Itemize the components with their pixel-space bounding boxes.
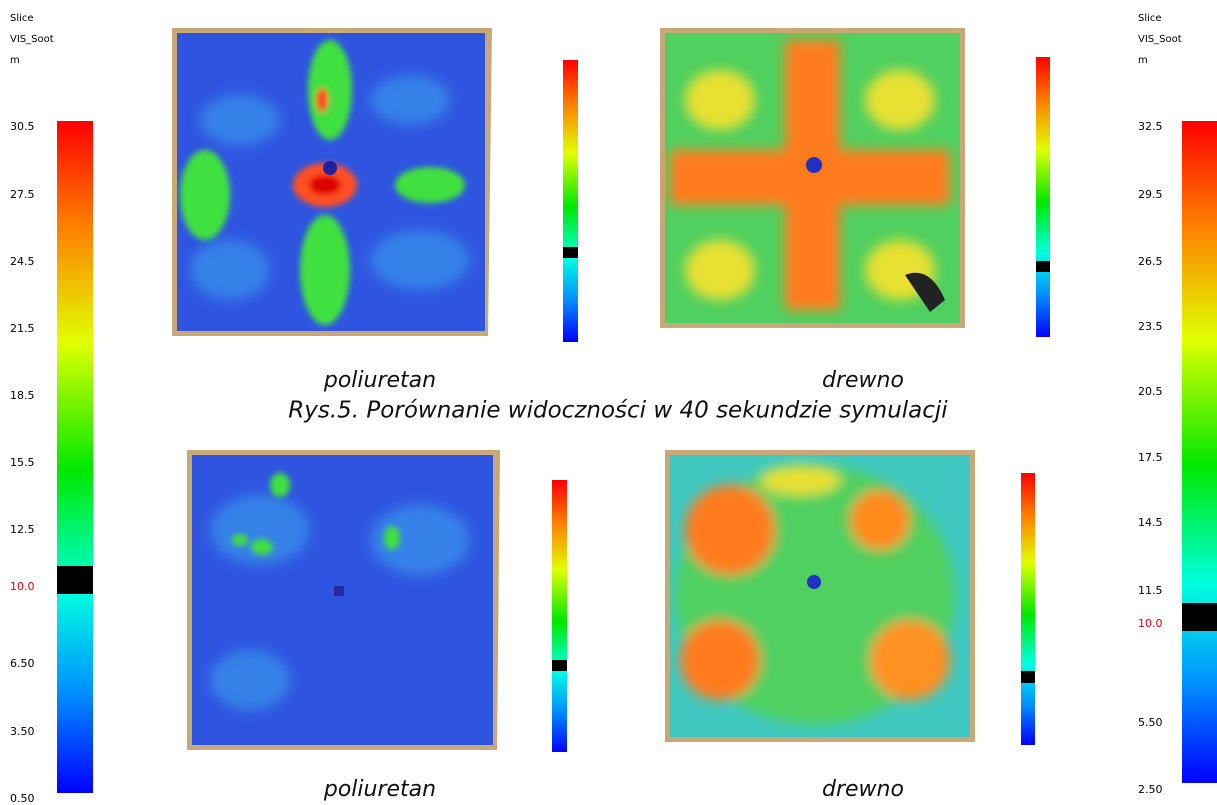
tick-label: 30.5 — [10, 120, 35, 133]
tick-label: 12.5 — [10, 523, 35, 536]
tick-label: 14.5 — [1138, 516, 1163, 529]
panel-label: poliuretan — [323, 777, 436, 802]
simulation-image — [172, 28, 492, 336]
legend-title: Slice — [1138, 13, 1162, 24]
panel-label: poliuretan — [323, 368, 436, 393]
legend-quantity: VIS_Soot — [10, 34, 54, 45]
tick-label: 6.50 — [10, 657, 35, 670]
figure-caption: Rys.5. Porównanie widoczności w 40 sekun… — [288, 398, 948, 424]
legend-unit: m — [10, 55, 20, 66]
colorbar-band — [57, 566, 93, 594]
simulation-image — [660, 28, 965, 328]
tick-label: 11.5 — [1138, 584, 1163, 597]
tick-label: 29.5 — [1138, 188, 1163, 201]
tick-label: 5.50 — [1138, 716, 1163, 729]
tick-label: 21.5 — [10, 322, 35, 335]
legend-title: Slice — [10, 13, 34, 24]
tick-label: 10.0 — [1138, 617, 1163, 630]
tick-label: 15.5 — [10, 456, 35, 469]
tick-label: 3.50 — [10, 725, 35, 738]
simulation-image — [187, 450, 500, 750]
tick-label: 18.5 — [10, 389, 35, 402]
simulation-image — [665, 450, 975, 742]
colorbar-band — [1182, 603, 1217, 631]
tick-label: 20.5 — [1138, 385, 1163, 398]
page: {"legend_left": {"title": "Slice", "quan… — [0, 0, 1217, 805]
panel-label: drewno — [822, 368, 904, 393]
legend-unit: m — [1138, 55, 1148, 66]
tick-label: 0.50 — [10, 792, 35, 805]
colorbar — [57, 121, 93, 793]
tick-label: 32.5 — [1138, 120, 1163, 133]
legend-quantity: VIS_Soot — [1138, 34, 1182, 45]
tick-label: 10.0 — [10, 580, 35, 593]
colorbar — [1182, 121, 1217, 783]
tick-label: 26.5 — [1138, 255, 1163, 268]
panel-label: drewno — [822, 777, 904, 802]
figure: Slice VIS_Soot m Slice VIS_Soot m poliur… — [0, 0, 1217, 805]
tick-label: 24.5 — [10, 255, 35, 268]
tick-label: 2.50 — [1138, 783, 1163, 796]
tick-label: 23.5 — [1138, 320, 1163, 333]
tick-label: 17.5 — [1138, 451, 1163, 464]
tick-label: 27.5 — [10, 188, 35, 201]
